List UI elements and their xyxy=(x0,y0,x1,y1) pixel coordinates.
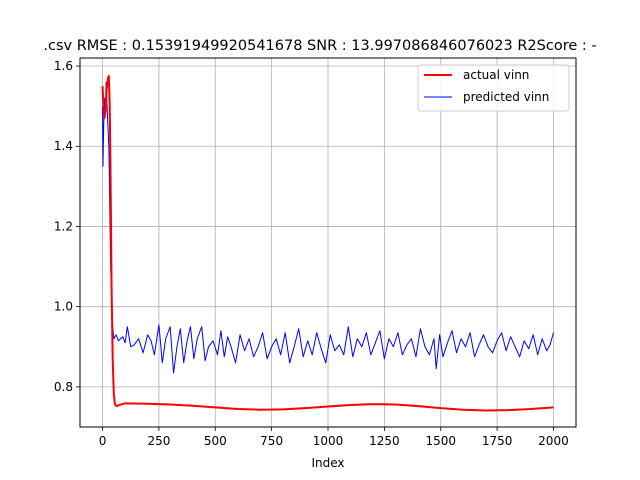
predicted-vinn-line xyxy=(102,81,554,374)
plot-series xyxy=(101,75,554,412)
y-tick-label: 1.6 xyxy=(54,59,73,73)
y-tick-label: 0.8 xyxy=(54,380,73,394)
legend: actual vinn predicted vinn xyxy=(417,64,570,112)
x-tick-label: 1500 xyxy=(425,434,456,448)
legend-box xyxy=(417,64,570,112)
y-tick-label: 1.4 xyxy=(54,139,73,153)
actual-vinn-legend-label: actual vinn xyxy=(463,68,529,82)
x-tick-label: 750 xyxy=(260,434,283,448)
x-tick-label: 250 xyxy=(147,434,170,448)
y-tick-label: 1.2 xyxy=(54,219,73,233)
grid-lines xyxy=(80,58,576,427)
actual-vinn-line xyxy=(101,75,554,412)
y-tick-label: 1.0 xyxy=(54,300,73,314)
chart-title: .csv RMSE : 0.15391949920541678 SNR : 13… xyxy=(43,38,596,54)
predicted-vinn-legend-label: predicted vinn xyxy=(463,90,549,104)
x-tick-label: 1750 xyxy=(482,434,513,448)
x-tick-label: 2000 xyxy=(538,434,569,448)
x-axis-label: Index xyxy=(311,456,344,470)
x-tick-label: 0 xyxy=(99,434,107,448)
axis-ticks: 0 250 500 750 1000 1250 1500 1750 2000 0.8 1.0 1.2 1… xyxy=(54,59,569,448)
x-tick-label: 500 xyxy=(204,434,227,448)
plot-frame xyxy=(79,57,577,428)
x-tick-label: 1000 xyxy=(313,434,344,448)
x-tick-label: 1250 xyxy=(369,434,400,448)
